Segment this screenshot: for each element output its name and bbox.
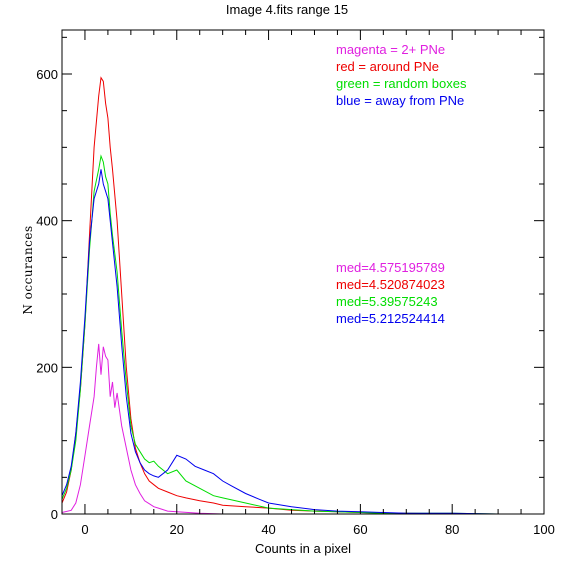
series-line-0 xyxy=(61,343,544,515)
median-label-magenta: med=4.575195789 xyxy=(336,260,445,275)
x-tick-label: 40 xyxy=(261,522,275,537)
series-layer xyxy=(61,76,544,515)
y-axis-label: N occurances xyxy=(21,225,35,315)
median-label-red: med=4.520874023 xyxy=(336,277,445,292)
x-tick-label: 80 xyxy=(445,522,459,537)
x-tick-label: 0 xyxy=(81,522,88,537)
ticks-layer: 0 20 40 60 80 100 0 200 400 600 xyxy=(36,30,555,537)
plot-frame xyxy=(61,29,545,515)
y-tick-label: 600 xyxy=(36,67,58,82)
y-tick-label: 0 xyxy=(51,507,58,522)
median-label-green: med=5.39575243 xyxy=(336,294,438,309)
y-tick-label: 200 xyxy=(36,360,58,375)
median-label-blue: med=5.212524414 xyxy=(336,311,445,326)
legend-entry-magenta: magenta = 2+ PNe xyxy=(336,42,446,57)
legend-entry-red: red = around PNe xyxy=(336,59,439,74)
x-tick-label: 100 xyxy=(533,522,555,537)
series-line-3 xyxy=(61,169,544,515)
series-line-2 xyxy=(61,154,544,515)
x-tick-label: 60 xyxy=(353,522,367,537)
median-annotations: med=4.575195789 med=4.520874023 med=5.39… xyxy=(336,259,445,327)
legend-entry-blue: blue = away from PNe xyxy=(336,93,465,108)
x-tick-label: 20 xyxy=(170,522,184,537)
x-axis-label: Counts in a pixel xyxy=(254,541,352,556)
legend-entry-green: green = random boxes xyxy=(336,76,467,91)
legend: magenta = 2+ PNe red = around PNe green … xyxy=(336,41,466,109)
chart-title: Image 4.fits range 15 xyxy=(225,2,349,17)
y-tick-label: 400 xyxy=(36,214,58,229)
